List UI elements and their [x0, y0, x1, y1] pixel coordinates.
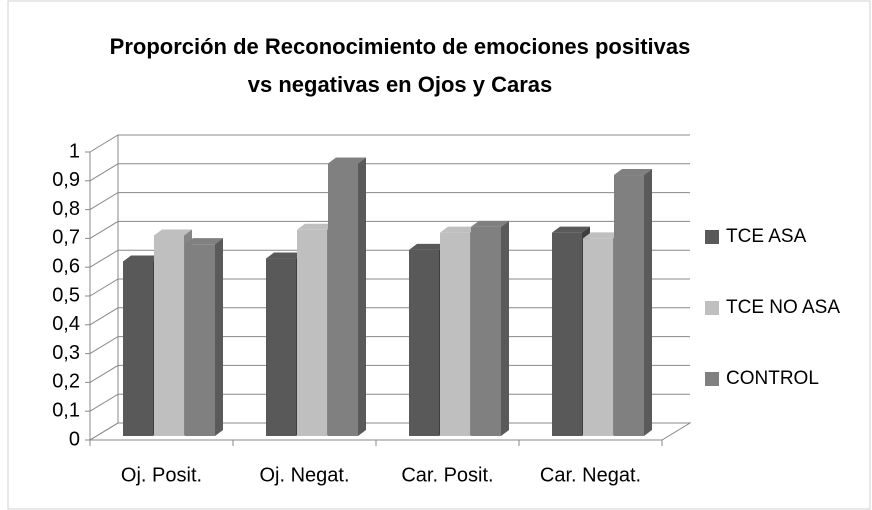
bar-side: [501, 220, 509, 436]
grid-line: [89, 192, 690, 211]
y-tick-label: 0,2: [52, 371, 80, 393]
x-tick-label: Oj. Posit.: [121, 464, 202, 486]
bar-top: [583, 232, 621, 239]
bar-top: [185, 238, 223, 245]
y-tick-label: 0,4: [52, 313, 80, 335]
bar-front: [552, 232, 582, 436]
bar-front: [328, 163, 358, 436]
bar-side: [358, 157, 366, 436]
bar-top: [328, 157, 366, 164]
chart-title: vs negativas en Ojos y Caras: [248, 72, 553, 97]
legend-label: CONTROL: [726, 368, 819, 389]
legend-swatch: [705, 301, 719, 315]
y-tick-label: 0: [69, 428, 80, 450]
y-tick-label: 0,1: [52, 399, 80, 421]
y-tick-label: 0,5: [52, 284, 80, 306]
bar-front: [614, 175, 644, 437]
bar-top: [154, 229, 192, 236]
bar-top: [123, 255, 161, 262]
bar-front: [123, 261, 153, 436]
bar-front: [409, 249, 439, 436]
bar-front: [583, 238, 613, 436]
bar-front: [266, 258, 296, 436]
bar-front: [440, 232, 470, 436]
bar-front: [471, 226, 501, 436]
bar-front: [297, 229, 327, 436]
bar-side: [215, 238, 223, 436]
legend-swatch: [705, 230, 719, 244]
y-tick-label: 0,3: [52, 342, 80, 364]
y-tick-label: 0,9: [52, 169, 80, 191]
legend-label: TCE NO ASA: [726, 297, 840, 318]
grid-line: [89, 134, 690, 153]
y-tick-label: 0,8: [52, 198, 80, 220]
bar-top: [409, 243, 447, 250]
bar-top: [266, 252, 304, 259]
bar-top: [297, 223, 335, 230]
x-tick-label: Car. Negat.: [540, 464, 641, 486]
bar-top: [614, 169, 652, 176]
y-tick-label: 0,6: [52, 255, 80, 277]
y-tick-label: 0,7: [52, 227, 80, 249]
legend-swatch: [705, 372, 719, 386]
legend-label: TCE ASA: [726, 226, 807, 247]
bar-side: [644, 169, 652, 437]
bar-front: [154, 235, 184, 436]
bar-top: [552, 226, 590, 233]
x-tick-label: Car. Posit.: [401, 464, 493, 486]
y-tick-label: 1: [69, 140, 80, 162]
bar-top: [471, 220, 509, 227]
grid-line: [89, 163, 690, 182]
chart-title: Proporción de Reconocimiento de emocione…: [110, 34, 691, 59]
bar-front: [185, 244, 215, 436]
bar-top: [440, 226, 478, 233]
x-tick-label: Oj. Negat.: [259, 464, 349, 486]
